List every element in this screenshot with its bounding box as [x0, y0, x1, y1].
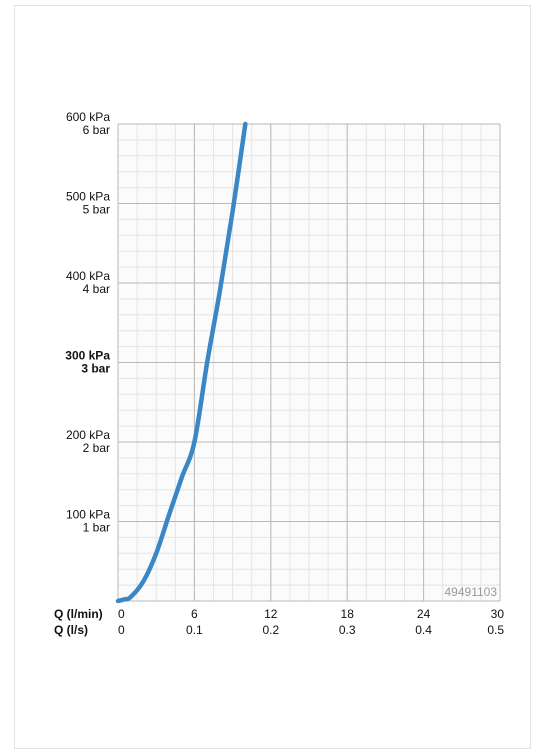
y-tick-label-bar: 6 bar [83, 123, 110, 137]
y-tick-label-kpa: 300 kPa [65, 349, 110, 363]
x-axis-label-ls: Q (l/s) [54, 623, 88, 637]
y-tick-label-kpa: 100 kPa [66, 508, 110, 522]
x-tick-label-lmin: 30 [491, 607, 505, 621]
x-tick-label-ls: 0 [118, 623, 125, 637]
x-tick-label-lmin: 0 [118, 607, 125, 621]
product-code: 49491103 [445, 585, 498, 599]
x-tick-label-ls: 0.2 [262, 623, 279, 637]
x-tick-label-lmin: 6 [191, 607, 198, 621]
y-tick-label-bar: 5 bar [83, 203, 110, 217]
y-tick-label-bar: 2 bar [83, 441, 110, 455]
x-tick-label-ls: 0.5 [487, 623, 504, 637]
y-tick-label-kpa: 200 kPa [66, 428, 110, 442]
y-tick-label-bar: 1 bar [83, 521, 110, 535]
y-tick-label-bar: 4 bar [83, 282, 110, 296]
x-tick-label-ls: 0.1 [186, 623, 203, 637]
x-tick-label-lmin: 12 [264, 607, 278, 621]
major-grid [117, 123, 501, 602]
y-tick-label-kpa: 500 kPa [66, 190, 110, 204]
x-axis-label-lmin: Q (l/min) [54, 607, 103, 621]
series-line [115, 121, 248, 604]
y-tick-label-bar: 3 bar [81, 362, 110, 376]
y-tick-label-kpa: 400 kPa [66, 269, 110, 283]
x-tick-label-ls: 0.3 [339, 623, 356, 637]
x-axis-ticks: 0 0 6 0.1 12 0.2 18 0.3 24 0.4 30 0.5 [118, 607, 504, 637]
x-tick-label-ls: 0.4 [415, 623, 432, 637]
x-tick-label-lmin: 18 [341, 607, 355, 621]
x-tick-label-lmin: 24 [417, 607, 431, 621]
y-tick-label-kpa: 600 kPa [66, 110, 110, 124]
series-layer [115, 121, 248, 604]
